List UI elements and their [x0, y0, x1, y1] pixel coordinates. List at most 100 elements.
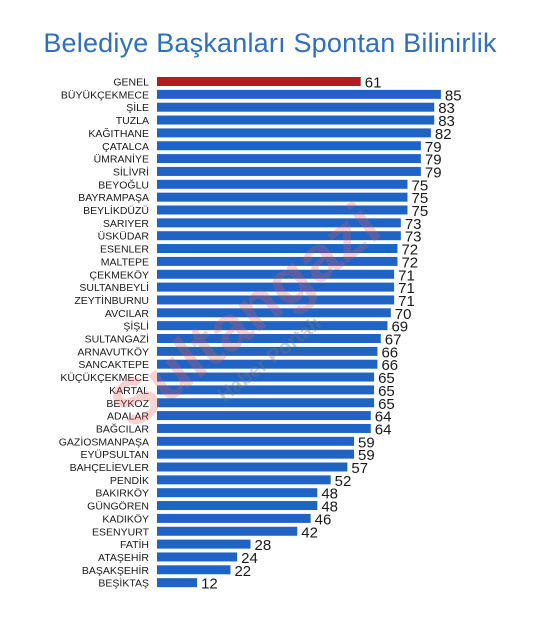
- bar-8: [157, 179, 408, 189]
- value-label-22: 66: [381, 357, 398, 374]
- category-label-6: ÜMRANİYE: [94, 153, 149, 166]
- bar-3: [157, 115, 435, 125]
- value-label-9: 75: [412, 190, 429, 207]
- value-label-5: 79: [425, 139, 442, 156]
- bar-15: [157, 269, 395, 279]
- category-label-19: ŞİŞLİ: [123, 320, 149, 333]
- category-label-32: BAKIRKÖY: [95, 488, 149, 500]
- category-label-10: BEYLİKDÜZÜ: [83, 204, 149, 217]
- bar-6: [157, 154, 421, 164]
- category-label-13: ESENLER: [100, 244, 149, 256]
- value-label-16: 71: [398, 280, 415, 297]
- bar-13: [157, 244, 398, 254]
- value-label-11: 73: [405, 216, 422, 233]
- category-label-12: ÜSKÜDAR: [98, 231, 150, 243]
- bar-26: [157, 411, 371, 421]
- bar-11: [157, 218, 401, 228]
- category-label-38: BAŞAKŞEHİR: [82, 564, 150, 577]
- bar-38: [157, 565, 231, 575]
- category-label-17: ZEYTİNBURNU: [74, 294, 149, 307]
- value-label-29: 59: [358, 447, 375, 464]
- category-label-37: ATAŞEHİR: [98, 551, 149, 564]
- value-label-28: 59: [358, 434, 375, 451]
- value-label-13: 72: [401, 242, 418, 259]
- category-label-16: SULTANBEYLİ: [79, 281, 149, 294]
- bar-9: [157, 192, 408, 202]
- value-label-23: 65: [378, 370, 395, 387]
- value-label-37: 24: [241, 550, 258, 567]
- value-label-35: 42: [301, 524, 318, 541]
- bar-5: [157, 141, 421, 151]
- category-label-8: BEYOĞLU: [98, 178, 149, 191]
- value-label-4: 82: [435, 126, 452, 143]
- bar-29: [157, 449, 355, 459]
- category-label-21: ARNAVUTKÖY: [77, 346, 149, 358]
- value-label-26: 64: [375, 409, 392, 426]
- value-label-17: 71: [398, 293, 415, 310]
- bar-25: [157, 398, 375, 408]
- bar-34: [157, 513, 311, 523]
- value-label-6: 79: [425, 152, 442, 169]
- value-label-15: 71: [398, 267, 415, 284]
- value-label-12: 73: [405, 229, 422, 246]
- category-label-24: KARTAL: [109, 385, 149, 397]
- bar-18: [157, 308, 391, 318]
- category-label-33: GÜNGÖREN: [87, 501, 149, 513]
- category-label-30: BAHÇELİEVLER: [70, 461, 150, 474]
- bar-17: [157, 295, 395, 305]
- chart-title: Belediye Başkanları Spontan Bilinirlik: [43, 28, 497, 58]
- value-label-10: 75: [412, 203, 429, 220]
- bar-2: [157, 102, 435, 112]
- bar-1: [157, 89, 441, 99]
- bar-4: [157, 128, 431, 138]
- value-label-32: 48: [321, 486, 338, 503]
- category-label-11: SARIYER: [103, 218, 150, 230]
- value-label-27: 64: [375, 421, 392, 438]
- value-label-25: 65: [378, 396, 395, 413]
- value-label-39: 12: [201, 576, 218, 593]
- category-label-28: GAZİOSMANPAŞA: [59, 435, 149, 448]
- bar-33: [157, 501, 318, 511]
- value-label-2: 83: [438, 100, 455, 117]
- bar-23: [157, 372, 375, 382]
- bar-30: [157, 462, 348, 472]
- category-label-31: PENDİK: [110, 474, 149, 487]
- value-label-21: 66: [381, 344, 398, 361]
- category-label-14: MALTEPE: [101, 256, 149, 268]
- category-label-39: BEŞİKTAŞ: [98, 577, 149, 590]
- value-label-34: 46: [315, 511, 332, 528]
- value-label-30: 57: [351, 460, 368, 477]
- value-label-18: 70: [395, 306, 412, 323]
- bar-19: [157, 321, 388, 331]
- category-label-2: ŞİLE: [126, 101, 149, 114]
- bar-7: [157, 166, 421, 176]
- bar-16: [157, 282, 395, 292]
- value-label-0: 61: [365, 75, 382, 92]
- value-label-3: 83: [438, 113, 455, 130]
- bar-10: [157, 205, 408, 215]
- bar-21: [157, 346, 378, 356]
- value-label-19: 69: [391, 319, 408, 336]
- bar-31: [157, 475, 331, 485]
- bar-35: [157, 526, 298, 536]
- category-label-1: BÜYÜKÇEKMECE: [61, 89, 149, 101]
- category-label-18: AVCILAR: [105, 308, 150, 320]
- category-label-34: KADIKÖY: [102, 513, 149, 525]
- bar-12: [157, 231, 401, 241]
- category-label-29: EYÜPSULTAN: [81, 449, 149, 461]
- bar-37: [157, 552, 238, 562]
- category-label-36: FATİH: [120, 538, 149, 551]
- category-label-35: ESENYURT: [92, 526, 150, 538]
- bar-32: [157, 488, 318, 498]
- bar-24: [157, 385, 375, 395]
- bar-27: [157, 423, 371, 433]
- value-label-36: 28: [255, 537, 272, 554]
- value-label-7: 79: [425, 164, 442, 181]
- category-label-23: KÜÇÜKÇEKMECE: [60, 372, 149, 384]
- value-label-8: 75: [412, 177, 429, 194]
- value-label-1: 85: [445, 87, 462, 104]
- value-label-33: 48: [321, 499, 338, 516]
- bar-20: [157, 334, 381, 343]
- category-label-26: ADALAR: [107, 411, 149, 423]
